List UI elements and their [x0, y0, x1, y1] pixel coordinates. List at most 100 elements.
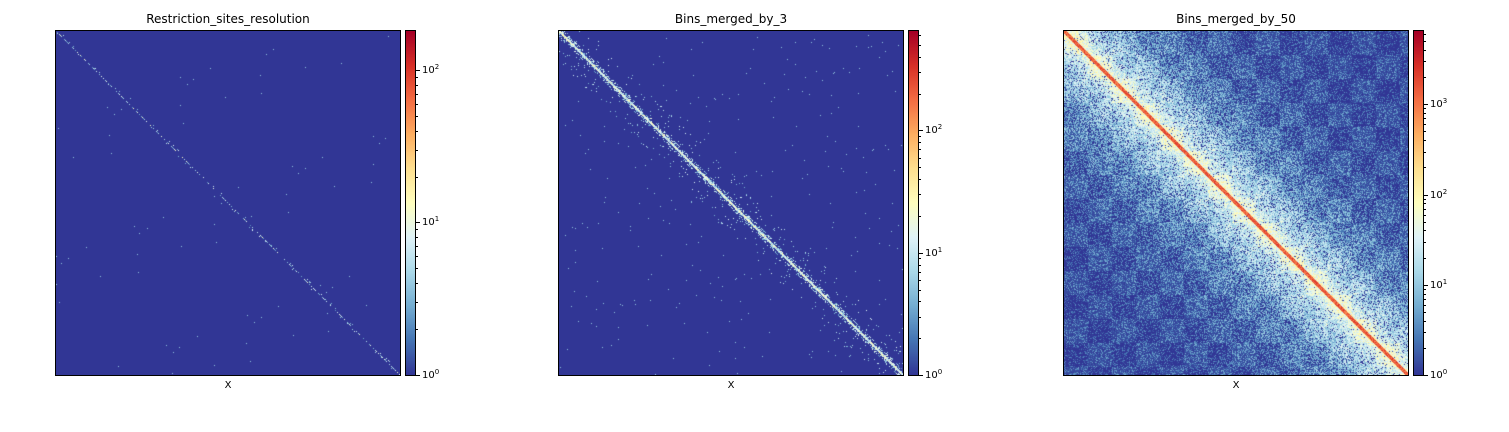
colorbar-minor-tick: [416, 93, 418, 95]
heatmap-matrix: [558, 30, 904, 376]
colorbar-minor-tick: [919, 35, 921, 37]
colorbar-minor-tick: [919, 194, 921, 196]
colorbar-tick-label: 101: [422, 215, 440, 229]
colorbar-minor-tick: [416, 329, 418, 331]
colorbar-minor-tick: [416, 229, 418, 231]
colorbar-minor-tick: [1424, 347, 1426, 349]
colorbar-minor-tick: [416, 237, 418, 239]
colorbar-minor-tick: [416, 176, 418, 178]
tick-base: 10: [422, 217, 435, 229]
tick-base: 10: [925, 125, 938, 137]
colorbar-minor-tick: [919, 142, 921, 144]
colorbar-minor-tick: [1424, 208, 1426, 210]
colorbar-tick-label: 101: [1430, 277, 1448, 291]
colorbar-minor-tick: [919, 149, 921, 151]
colorbar-minor-tick: [1424, 77, 1426, 79]
colorbar-tick-label: 103: [1430, 97, 1448, 111]
colorbar-minor-tick: [1424, 124, 1426, 126]
colorbar-tick: [416, 69, 420, 71]
x-axis-label: X: [727, 380, 735, 391]
colorbar-minor-tick: [919, 167, 921, 169]
colorbar-minor-tick: [1424, 214, 1426, 216]
colorbar-minor-tick: [1424, 167, 1426, 169]
colorbar-minor-tick: [919, 157, 921, 159]
colorbar-minor-tick: [416, 256, 418, 258]
colorbar-minor-tick: [1424, 257, 1426, 259]
colorbar-minor-tick: [1424, 311, 1426, 313]
tick-base: 10: [925, 370, 938, 381]
colorbar-minor-tick: [919, 56, 921, 58]
colorbar-minor-tick: [1424, 41, 1426, 43]
colorbar-minor-tick: [1424, 203, 1426, 205]
colorbar-minor-tick: [1424, 118, 1426, 120]
colorbar-tick: [919, 375, 923, 376]
tick-base: 10: [1430, 189, 1443, 201]
colorbar-minor-tick: [919, 93, 921, 95]
colorbar-tick-label: 100: [925, 368, 943, 381]
tick-base: 10: [422, 370, 435, 381]
colorbar-tick-label: 100: [1430, 369, 1447, 381]
tick-exponent: 1: [937, 245, 943, 254]
colorbar-tick-label: 101: [925, 245, 943, 259]
heatmap-matrix: [55, 30, 401, 376]
heatmap-matrix: [1063, 30, 1409, 376]
colorbar-minor-tick: [919, 264, 921, 266]
tick-base: 10: [1430, 99, 1443, 111]
colorbar-minor-tick: [416, 130, 418, 132]
colorbar-minor-tick: [919, 72, 921, 74]
colorbar-tick: [919, 130, 923, 132]
tick-exponent: 0: [434, 368, 440, 376]
colorbar-minor-tick: [416, 246, 418, 248]
x-axis-label: X: [1232, 380, 1240, 391]
colorbar-minor-tick: [1424, 198, 1426, 200]
tick-base: 10: [925, 247, 938, 259]
tick-exponent: 0: [937, 368, 943, 376]
colorbar-minor-tick: [1424, 50, 1426, 52]
colorbar-minor-tick: [919, 301, 921, 303]
colorbar-minor-tick: [1424, 113, 1426, 115]
colorbar-minor-tick: [1424, 131, 1426, 133]
chart-title: Bins_merged_by_50: [1176, 12, 1296, 26]
colorbar-tick: [416, 222, 420, 224]
colorbar: [405, 30, 416, 376]
colorbar: [1413, 30, 1424, 376]
colorbar-minor-tick: [1424, 293, 1426, 295]
colorbar-tick-label: 102: [422, 62, 440, 76]
colorbar-tick: [1424, 104, 1428, 106]
colorbar-minor-tick: [919, 279, 921, 281]
tick-exponent: 2: [434, 62, 440, 71]
colorbar-tick: [1424, 284, 1428, 286]
x-axis-label: X: [224, 380, 232, 391]
colorbar-tick-label: 102: [925, 124, 942, 137]
chart-title: Bins_merged_by_3: [674, 12, 788, 26]
colorbar-tick-label: 102: [1430, 188, 1447, 201]
colorbar-tick-label: 100: [422, 368, 440, 381]
colorbar-minor-tick: [1424, 230, 1426, 232]
colorbar-minor-tick: [1424, 61, 1426, 63]
colorbar-minor-tick: [919, 179, 921, 181]
tick-exponent: 1: [1442, 277, 1448, 286]
colorbar-minor-tick: [1424, 320, 1426, 322]
colorbar-minor-tick: [416, 268, 418, 270]
colorbar-minor-tick: [416, 149, 418, 151]
colorbar-minor-tick: [1424, 151, 1426, 153]
chart-title: Restriction_sites_resolution: [146, 12, 310, 26]
tick-exponent: 3: [1442, 97, 1448, 106]
colorbar-minor-tick: [919, 136, 921, 137]
colorbar-minor-tick: [1424, 298, 1426, 300]
colorbar-minor-tick: [1424, 331, 1426, 333]
colorbar-minor-tick: [1424, 304, 1426, 306]
colorbar-minor-tick: [919, 271, 921, 273]
tick-exponent: 1: [434, 215, 440, 224]
colorbar-minor-tick: [919, 215, 921, 217]
colorbar-minor-tick: [416, 115, 418, 117]
colorbar-tick: [1424, 194, 1428, 196]
tick-base: 10: [1430, 279, 1443, 291]
colorbar-minor-tick: [919, 258, 921, 260]
colorbar-minor-tick: [1424, 140, 1426, 142]
colorbar-minor-tick: [1424, 288, 1426, 290]
colorbar-tick: [919, 252, 923, 254]
colorbar: [908, 30, 919, 376]
colorbar-minor-tick: [919, 338, 921, 340]
colorbar-minor-tick: [919, 44, 921, 46]
